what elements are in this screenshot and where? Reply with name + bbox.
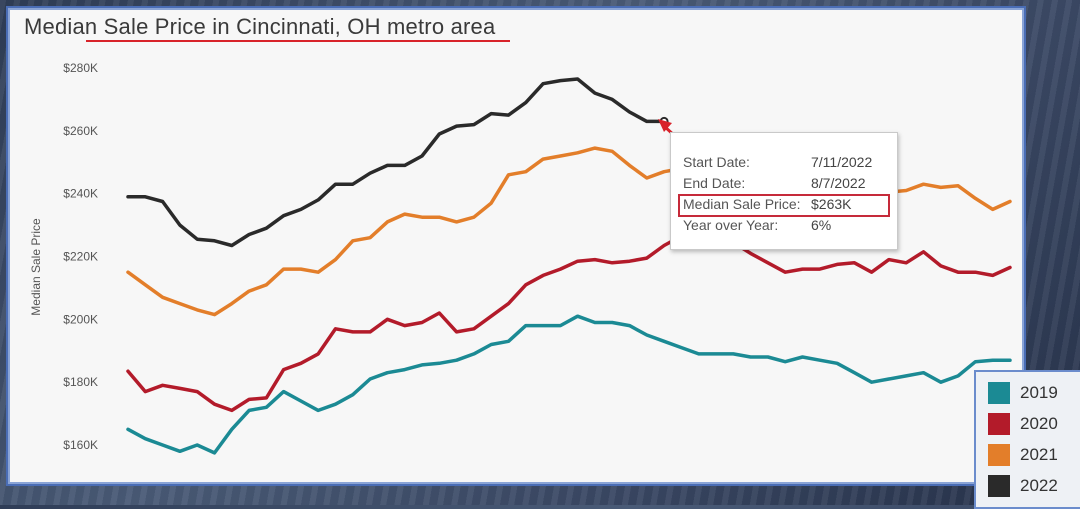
series-line-2022[interactable] [126, 77, 666, 248]
tooltip-median-price-value: $263K [811, 196, 852, 212]
y-axis: $160K $180K $200K $220K $240K $260K $280K [63, 61, 98, 452]
legend-swatch [988, 382, 1010, 404]
legend-label: 2021 [1020, 445, 1058, 464]
legend-label: 2020 [1020, 414, 1058, 433]
tooltip-start-date-value: 7/11/2022 [811, 154, 873, 170]
legend-swatch [988, 444, 1010, 466]
legend-swatch [988, 475, 1010, 497]
data-tooltip: Start Date: 7/11/2022 End Date: 8/7/2022… [670, 132, 898, 250]
legend-label: 2019 [1020, 383, 1058, 402]
title-underline-annotation [86, 40, 510, 42]
y-axis-label: Median Sale Price [29, 218, 43, 316]
legend-item-2019[interactable]: 2019 [988, 380, 1078, 406]
y-tick-label: $220K [63, 250, 98, 264]
chart-legend: 2019 2020 2021 2022 [974, 370, 1080, 509]
y-tick-label: $200K [63, 312, 98, 326]
tooltip-yoy-label: Year over Year: [683, 217, 779, 233]
tooltip-end-date-value: 8/7/2022 [811, 175, 866, 191]
y-tick-label: $260K [63, 124, 98, 138]
tooltip-highlight-box [678, 194, 890, 217]
y-tick-label: $180K [63, 375, 98, 389]
series-line-2020[interactable] [126, 229, 1012, 413]
chart-title: Median Sale Price in Cincinnati, OH metr… [24, 14, 496, 39]
legend-swatch [988, 413, 1010, 435]
tooltip-median-price-label: Median Sale Price: [683, 196, 801, 212]
legend-item-2021[interactable]: 2021 [988, 442, 1078, 468]
legend-item-2022[interactable]: 2022 [988, 473, 1078, 499]
tooltip-end-date-label: End Date: [683, 175, 746, 191]
tooltip-start-date-label: Start Date: [683, 154, 750, 170]
legend-label: 2022 [1020, 476, 1058, 495]
y-tick-label: $280K [63, 61, 98, 75]
y-tick-label: $240K [63, 187, 98, 201]
y-tick-label: $160K [63, 438, 98, 452]
series-line-2019[interactable] [126, 314, 1012, 455]
tooltip-yoy-value: 6% [811, 217, 832, 233]
legend-item-2020[interactable]: 2020 [988, 411, 1078, 437]
series-group [126, 77, 1012, 455]
